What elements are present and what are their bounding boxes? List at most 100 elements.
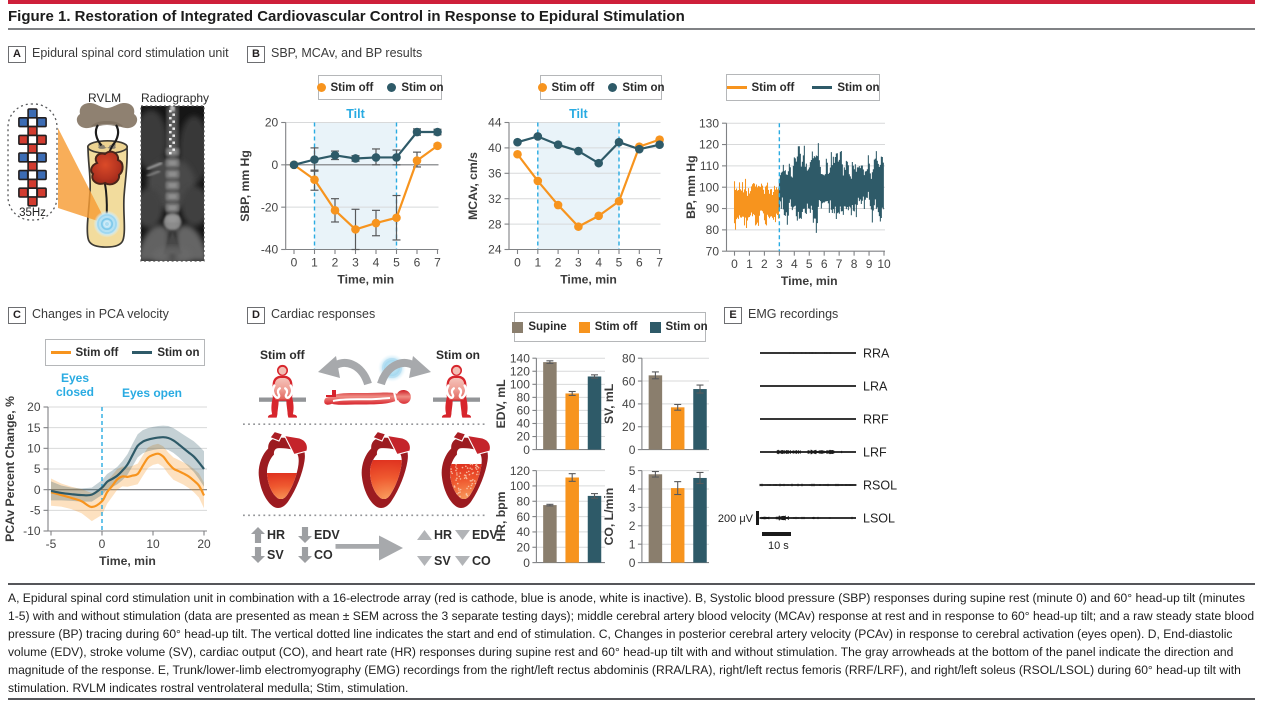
svg-text:Time, min: Time, min (337, 273, 394, 287)
pcav-legend-stim-off: Stim off (50, 347, 118, 359)
legend-label: Stim off (551, 81, 595, 94)
pcav-chart: -10 -5 0 5 10 15 20 -5 0 10 20 Time, min PCAv Percen… (3, 396, 211, 568)
cardiac-illustration (243, 354, 491, 561)
sbp-legend-stim-on: Stim on (387, 81, 444, 94)
panel-b-label: B (247, 46, 265, 63)
bar-legend: Supine Stim off Stim on (512, 312, 708, 342)
svg-text:5: 5 (616, 256, 623, 270)
svg-text:0: 0 (731, 257, 738, 271)
svg-text:15: 15 (27, 421, 41, 435)
legend-label: Supine (528, 321, 567, 333)
svg-text:60: 60 (517, 510, 531, 524)
legend-label: Stim on (837, 81, 880, 94)
svg-text:MCAv, cm/s: MCAv, cm/s (466, 152, 480, 220)
svg-text:7: 7 (434, 256, 441, 270)
svg-text:LSOL: LSOL (863, 511, 895, 525)
panel-e-letter: E (729, 309, 737, 321)
svg-text:80: 80 (517, 494, 531, 508)
arrow-label: HR (434, 528, 453, 542)
svg-text:EDV, mL: EDV, mL (494, 379, 508, 429)
svg-text:10: 10 (877, 257, 891, 271)
svg-text:24: 24 (488, 243, 502, 257)
stim-on-dot-icon (387, 83, 397, 92)
svg-text:RRA: RRA (863, 346, 890, 360)
arrow-label: SV (267, 548, 284, 562)
svg-text:20: 20 (517, 430, 531, 444)
svg-text:4: 4 (373, 256, 380, 270)
stim-off-response-arrows: HR EDV SV CO (251, 527, 340, 563)
svg-text:32: 32 (488, 192, 502, 206)
svg-text:PCAv Percent Change, %: PCAv Percent Change, % (3, 396, 17, 542)
eyes-closed-note: Eyes closed (55, 371, 94, 399)
svg-text:130: 130 (699, 116, 719, 130)
svg-text:40: 40 (517, 417, 531, 431)
panel-a-label: A (8, 46, 26, 63)
panel-a-title: Epidural spinal cord stimulation unit (32, 46, 229, 60)
svg-text:100: 100 (510, 479, 530, 493)
svg-text:SBP, mm Hg: SBP, mm Hg (238, 150, 252, 222)
svg-text:44: 44 (488, 116, 502, 130)
edv-down-tri-item: EDV (455, 528, 498, 542)
stim-off-dot-icon (316, 83, 326, 92)
svg-text:0: 0 (523, 443, 530, 457)
legend-label: Stim on (401, 81, 444, 94)
svg-text:0: 0 (34, 483, 41, 497)
svg-text:200 μV: 200 μV (718, 513, 754, 525)
svg-text:-40: -40 (261, 243, 279, 257)
legend-label: Stim off (594, 321, 638, 333)
caption-bottom-rule (8, 698, 1255, 700)
stim-off-line-icon (50, 351, 71, 354)
down-triangle-icon (417, 556, 432, 566)
down-arrow-icon (298, 527, 312, 543)
pcav-legend-stim-on: Stim on (132, 347, 199, 359)
svg-text:3: 3 (629, 501, 636, 515)
svg-text:2: 2 (332, 256, 339, 270)
svg-text:10 s: 10 s (768, 540, 789, 552)
sv-down-tri-item: SV (417, 554, 455, 568)
supine-swatch-icon (512, 321, 524, 333)
stim-on-line-icon (812, 86, 833, 89)
bp-chart: 70 80 90 100 110 120 130 0 1 2 3 4 5 6 7 8 9 10 Time, min B… (684, 116, 891, 288)
svg-text:1: 1 (629, 537, 636, 551)
svg-text:Tilt: Tilt (346, 107, 365, 121)
svg-text:8: 8 (851, 257, 858, 271)
sbp-legend-stim-off: Stim off (316, 81, 374, 94)
emg-traces: RRA LRA RRF LRF RSOL LSOL 200 μV 10 s (718, 346, 897, 552)
figure-title: Figure 1. Restoration of Integrated Card… (8, 8, 685, 25)
svg-text:RSOL: RSOL (863, 478, 897, 492)
svg-text:20: 20 (265, 116, 279, 130)
svg-text:1: 1 (311, 256, 318, 270)
svg-text:100: 100 (510, 378, 530, 392)
up-triangle-icon (417, 530, 432, 540)
svg-text:-20: -20 (261, 200, 279, 214)
down-triangle-icon (455, 556, 470, 566)
stim-on-swatch-icon (649, 321, 661, 333)
panel-c-letter: C (13, 309, 21, 321)
svg-text:9: 9 (866, 257, 873, 271)
stim-off-swatch-icon (578, 321, 590, 333)
svg-text:5: 5 (806, 257, 813, 271)
panel-e-label: E (724, 307, 742, 324)
svg-text:140: 140 (510, 351, 530, 365)
svg-text:6: 6 (821, 257, 828, 271)
svg-text:110: 110 (700, 159, 719, 173)
up-arrow-icon (251, 527, 265, 543)
legend-label: Stim off (330, 81, 374, 94)
panel-d-label: D (247, 307, 265, 324)
panel-a-letter: A (13, 48, 21, 60)
svg-text:Time, min: Time, min (560, 273, 617, 287)
svg-text:90: 90 (706, 202, 720, 216)
svg-text:1: 1 (534, 256, 541, 270)
radiography-label: Radiography (141, 91, 210, 105)
svg-text:40: 40 (517, 525, 531, 539)
sbp-legend: Stim off Stim on (316, 75, 444, 100)
stim-off-caption: Stim off (260, 348, 305, 362)
svg-text:3: 3 (776, 257, 783, 271)
svg-text:0: 0 (291, 256, 298, 270)
stim-off-line-icon (726, 86, 747, 89)
svg-text:0: 0 (629, 443, 636, 457)
svg-text:120: 120 (510, 464, 530, 478)
svg-text:0: 0 (272, 158, 279, 172)
bar-legend-supine: Supine (512, 321, 567, 333)
